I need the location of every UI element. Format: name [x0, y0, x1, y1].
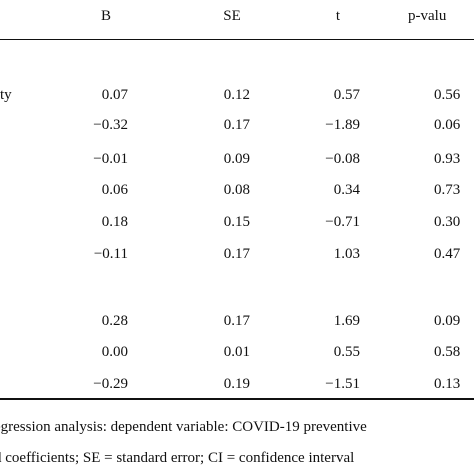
cell-se: 0.09: [223, 151, 250, 167]
cell-p: 0.93: [434, 151, 461, 167]
cell-se: 0.08: [223, 182, 250, 198]
cell-p: 0.73: [434, 182, 461, 198]
cell-b: −0.11: [93, 246, 128, 262]
header-p-value: p-valu: [408, 8, 447, 24]
header-se: SE: [223, 8, 241, 24]
cell-p: 0.09: [434, 313, 461, 329]
cell-b: 0.28: [101, 313, 128, 329]
cell-p: 0.56: [434, 87, 461, 103]
cell-se: 0.15: [223, 214, 250, 230]
table-bottom-rule: [0, 398, 474, 400]
cell-t: −1.89: [325, 117, 360, 133]
cell-t: 0.55: [333, 344, 360, 360]
table-note-line-1: egression analysis: dependent variable: …: [0, 419, 367, 435]
cell-se: 0.12: [223, 87, 250, 103]
header-t: t: [335, 8, 341, 24]
cell-se: 0.17: [223, 246, 250, 262]
header-b: B: [100, 8, 111, 24]
cell-b: 0.07: [101, 87, 128, 103]
cell-b: −0.29: [93, 376, 128, 392]
cell-p: 0.13: [434, 376, 461, 392]
cell-se: 0.19: [223, 376, 250, 392]
cell-t: −1.51: [325, 376, 360, 392]
cell-t: −0.08: [325, 151, 360, 167]
row-label: ty: [0, 87, 12, 103]
cell-t: 1.69: [333, 313, 360, 329]
cell-b: 0.18: [101, 214, 128, 230]
cell-b: 0.00: [101, 344, 128, 360]
cell-t: 0.34: [333, 182, 360, 198]
cell-t: −0.71: [325, 214, 360, 230]
cell-se: 0.17: [223, 117, 250, 133]
cell-p: 0.30: [434, 214, 461, 230]
cell-se: 0.01: [223, 344, 250, 360]
cell-p: 0.58: [434, 344, 461, 360]
table-note-line-2: d coefficients; SE = standard error; CI …: [0, 450, 355, 466]
cell-b: 0.06: [101, 182, 128, 198]
cell-t: 1.03: [333, 246, 360, 262]
cell-b: −0.32: [93, 117, 128, 133]
cell-p: 0.06: [434, 117, 461, 133]
cell-se: 0.17: [223, 313, 250, 329]
cell-b: −0.01: [93, 151, 128, 167]
header-top-rule: [0, 39, 474, 40]
cell-p: 0.47: [434, 246, 461, 262]
cell-t: 0.57: [333, 87, 360, 103]
